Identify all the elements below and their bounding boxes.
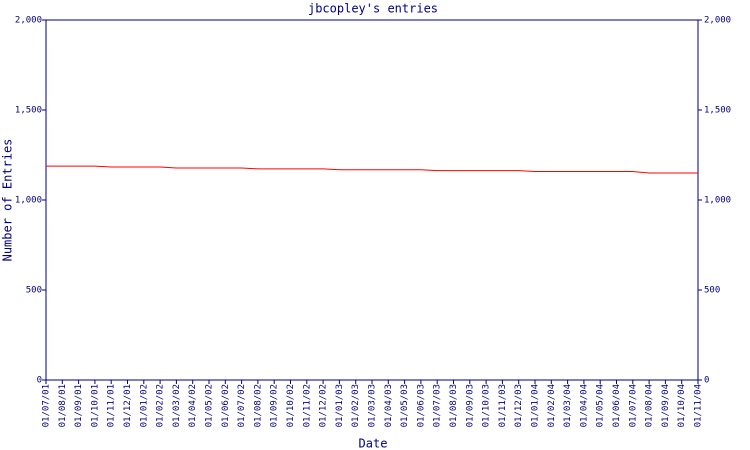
x-tick-label: 01/09/01: [74, 384, 84, 427]
x-tick-label: 01/05/03: [400, 384, 410, 427]
x-tick-label: 01/03/03: [368, 384, 378, 427]
x-tick-label: 01/01/04: [531, 384, 541, 427]
x-tick-label: 01/09/02: [270, 384, 280, 427]
x-tick-label: 01/02/03: [351, 384, 361, 427]
y-tick-label: 500: [26, 286, 42, 296]
x-tick-label: 01/08/03: [449, 384, 459, 427]
x-tick-label: 01/11/03: [498, 384, 508, 427]
y-tick-label: 2,000: [15, 16, 42, 26]
x-tick-label: 01/11/02: [302, 384, 312, 427]
x-tick-label: 01/04/03: [384, 384, 394, 427]
x-tick-label: 01/03/04: [563, 384, 573, 427]
x-tick-label: 01/10/04: [677, 384, 687, 427]
x-tick-label: 01/06/03: [416, 384, 426, 427]
x-tick-label: 01/08/02: [253, 384, 263, 427]
x-tick-label: 01/12/02: [319, 384, 329, 427]
y2-tick-label: 1,500: [704, 106, 731, 116]
x-tick-label: 01/09/04: [661, 384, 671, 427]
y-tick-label: 0: [37, 376, 42, 386]
y-tick-label: 1,500: [15, 106, 42, 116]
y-axis-label: Number of Entries: [1, 139, 15, 262]
x-tick-label: 01/12/01: [123, 384, 133, 427]
x-tick-label: 01/01/03: [335, 384, 345, 427]
x-tick-label: 01/02/04: [547, 384, 557, 427]
x-tick-label: 01/11/04: [694, 384, 704, 427]
x-tick-label: 01/07/03: [433, 384, 443, 427]
x-tick-label: 01/04/04: [579, 384, 589, 427]
x-tick-label: 01/08/04: [645, 384, 655, 427]
y2-tick-label: 500: [704, 286, 720, 296]
x-tick-label: 01/07/02: [237, 384, 247, 427]
x-tick-label: 01/06/04: [612, 384, 622, 427]
x-axis-label: Date: [359, 437, 388, 450]
x-tick-label: 01/10/01: [90, 384, 100, 427]
x-tick-label: 01/07/01: [42, 384, 52, 427]
data-line: [46, 165, 698, 174]
y-tick-label: 1,000: [15, 196, 42, 206]
x-tick-label: 01/05/02: [205, 384, 215, 427]
x-tick-label: 01/09/03: [465, 384, 475, 427]
x-tick-label: 01/10/03: [482, 384, 492, 427]
x-tick-label: 01/02/02: [156, 384, 166, 427]
y2-tick-label: 2,000: [704, 16, 731, 26]
x-tick-label: 01/11/01: [107, 384, 117, 427]
x-tick-label: 01/06/02: [221, 384, 231, 427]
chart-title: jbcopley's entries: [308, 2, 438, 16]
x-tick-label: 01/01/02: [139, 384, 149, 427]
y2-tick-label: 1,000: [704, 196, 731, 206]
x-tick-label: 01/12/03: [514, 384, 524, 427]
x-tick-label: 01/03/02: [172, 384, 182, 427]
x-tick-label: 01/04/02: [188, 384, 198, 427]
x-tick-label: 01/08/01: [58, 384, 68, 427]
y2-tick-label: 0: [704, 376, 709, 386]
x-tick-label: 01/05/04: [596, 384, 606, 427]
x-tick-label: 01/07/04: [628, 384, 638, 427]
x-tick-label: 01/10/02: [286, 384, 296, 427]
